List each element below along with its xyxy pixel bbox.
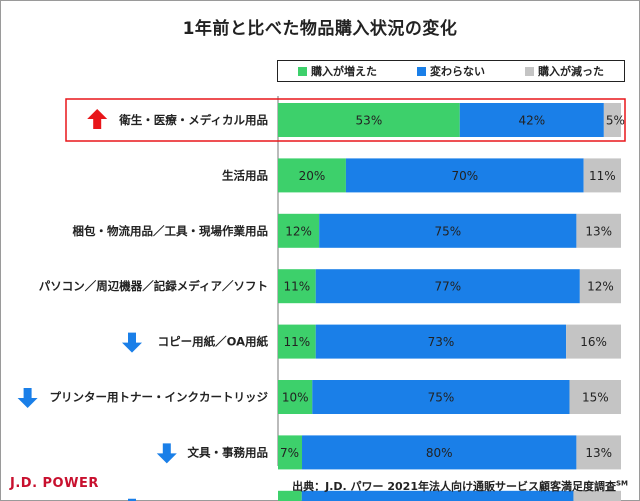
bar-row-2-series-3 (583, 158, 621, 193)
legend-label-increased: 購入が増えた (311, 65, 377, 78)
bar-row-7-series-2 (302, 435, 577, 470)
bar-row-5-series-1 (278, 324, 316, 359)
value-label-row-6-series-2: 75% (428, 391, 455, 405)
bar-row-1-series-3 (603, 103, 621, 137)
bar-row-4-series-2 (315, 269, 580, 304)
value-label-row-2-series-3: 11% (589, 169, 616, 183)
highlight-box (65, 98, 626, 142)
bar-row-8-series-3 (573, 490, 621, 501)
value-label-row-4-series-1: 11% (284, 280, 311, 294)
bar-row-2-series-1 (278, 158, 346, 193)
bar-row-2-series-2 (345, 158, 584, 193)
bar-row-8-series-1 (278, 490, 302, 501)
legend-item-decreased: 購入が減った (525, 63, 604, 79)
value-label-row-5-series-1: 11% (284, 335, 311, 349)
chart-title: 1年前と比べた物品購入状況の変化 (182, 19, 458, 39)
bar-row-7-series-3 (576, 435, 621, 470)
value-label-row-1-series-3: 5% (606, 114, 625, 128)
bar-row-3-series-3 (576, 213, 621, 248)
value-label-row-5-series-3: 16% (580, 335, 607, 349)
category-label-row-6: プリンター用トナー・インクカートリッジ (50, 390, 269, 404)
value-label-row-3-series-3: 13% (585, 224, 612, 238)
source-text: 出典：J.D. パワー 2021年法人向け通販サービス顧客満足度調査 (292, 480, 616, 493)
legend-item-unchanged: 変わらない (417, 63, 485, 79)
legend-item-increased: 購入が増えた (298, 63, 377, 79)
value-label-row-7-series-2: 80% (426, 446, 453, 460)
legend-label-decreased: 購入が減った (538, 65, 604, 78)
bar-row-5-series-3 (566, 324, 621, 359)
category-label-row-1: 衛生・医療・メディカル用品 (118, 113, 268, 127)
source-service-mark: SM (615, 479, 628, 488)
arrow-down-icon-row-7 (156, 443, 177, 464)
bar-row-6-series-2 (312, 380, 570, 414)
source-note: 出典：J.D. パワー 2021年法人向け通販サービス顧客満足度調査SM (292, 478, 628, 494)
bar-row-3-series-1 (278, 213, 320, 248)
value-label-row-2-series-2: 70% (451, 169, 478, 183)
bar-row-8-series-2 (301, 490, 574, 501)
value-label-row-2-series-1: 20% (299, 169, 326, 183)
bar-row-3-series-2 (319, 213, 577, 248)
bar-row-7-series-1 (278, 435, 303, 470)
bar-row-6-series-1 (278, 380, 313, 414)
bar-row-4-series-3 (579, 269, 621, 304)
legend-swatch-increased (298, 66, 307, 76)
value-label-row-6-series-3: 15% (582, 391, 609, 405)
bar-row-6-series-3 (569, 380, 621, 414)
legend-swatch-decreased (525, 66, 534, 76)
value-label-row-3-series-1: 12% (285, 224, 312, 238)
bar-row-1-series-1 (278, 103, 460, 137)
value-label-row-1-series-1: 53% (356, 114, 383, 128)
category-label-row-3: 梱包・物流用品／工具・現場作業用品 (73, 224, 269, 238)
category-label-row-2: 生活用品 (222, 168, 268, 182)
arrow-down-icon-row-5 (122, 332, 142, 353)
value-label-row-5-series-2: 73% (428, 335, 455, 349)
legend: 購入が増えた 変わらない 購入が減った (277, 60, 625, 82)
bar-row-1-series-2 (459, 103, 604, 137)
value-label-row-4-series-2: 77% (434, 280, 461, 294)
legend-swatch-unchanged (417, 66, 426, 76)
category-label-row-4: パソコン／周辺機器／記録メディア／ソフト (39, 279, 268, 293)
value-label-row-6-series-1: 10% (282, 391, 309, 405)
jd-power-logo: J.D. POWER (10, 476, 99, 491)
legend-label-unchanged: 変わらない (430, 65, 485, 78)
arrow-down-icon-row-8 (128, 498, 136, 501)
bar-row-5-series-2 (315, 324, 567, 359)
value-label-row-1-series-2: 42% (518, 114, 545, 128)
arrow-down-icon-row-6 (17, 388, 38, 408)
category-label-row-7: 文具・事務用品 (188, 445, 269, 459)
value-label-row-4-series-3: 12% (587, 280, 614, 294)
value-label-row-7-series-1: 7% (280, 446, 299, 460)
value-label-row-3-series-2: 75% (434, 224, 461, 238)
arrow-up-icon-row-1 (87, 109, 108, 129)
value-label-row-7-series-3: 13% (585, 446, 612, 460)
category-label-row-5: コピー用紙／OA用紙 (158, 335, 269, 349)
bar-row-4-series-1 (278, 269, 316, 304)
